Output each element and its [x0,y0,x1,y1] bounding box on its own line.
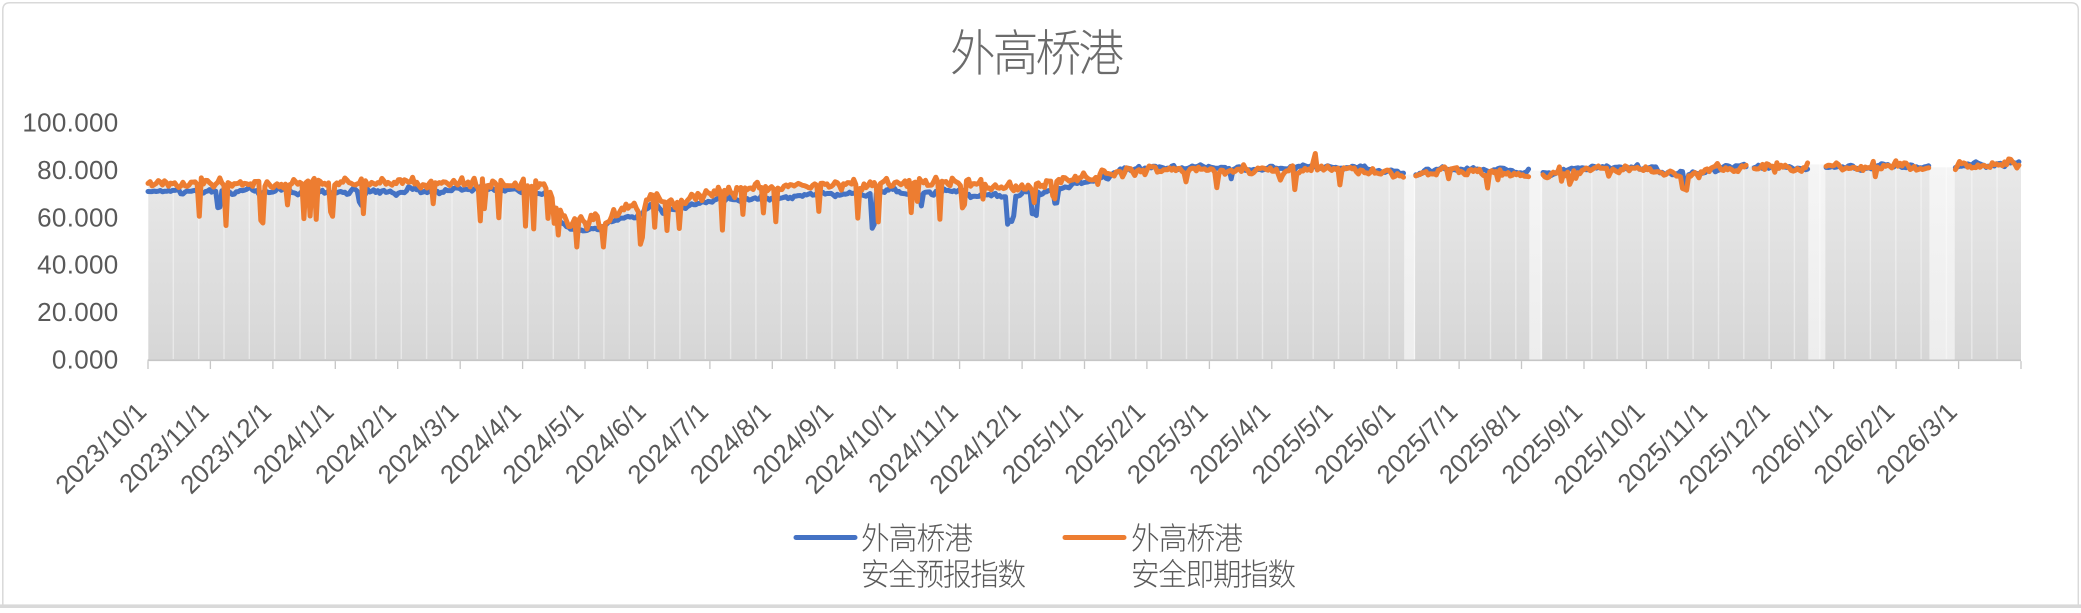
svg-text:40.000: 40.000 [37,250,118,280]
svg-text:80.000: 80.000 [37,155,118,185]
svg-text:0.000: 0.000 [52,345,119,375]
svg-text:100.000: 100.000 [22,108,118,138]
svg-text:20.000: 20.000 [37,297,118,327]
svg-text:60.000: 60.000 [37,202,118,232]
